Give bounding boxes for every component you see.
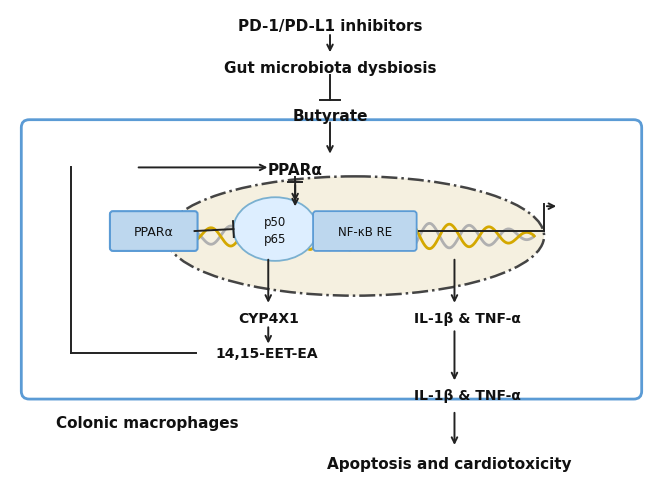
FancyBboxPatch shape <box>313 212 416 252</box>
Ellipse shape <box>166 177 544 296</box>
Text: 14,15-EET-EA: 14,15-EET-EA <box>215 347 318 360</box>
Text: Butyrate: Butyrate <box>292 108 368 123</box>
Text: PPARα: PPARα <box>268 163 323 178</box>
Text: Apoptosis and cardiotoxicity: Apoptosis and cardiotoxicity <box>327 456 572 471</box>
Text: IL-1β & TNF-α: IL-1β & TNF-α <box>414 311 521 325</box>
Text: p50: p50 <box>264 215 286 228</box>
Text: NF-κB RE: NF-κB RE <box>338 225 392 238</box>
Text: Gut microbiota dysbiosis: Gut microbiota dysbiosis <box>224 61 436 76</box>
Text: CYP4X1: CYP4X1 <box>238 311 299 325</box>
Text: IL-1β & TNF-α: IL-1β & TNF-α <box>414 388 521 402</box>
Ellipse shape <box>233 198 317 261</box>
Text: Colonic macrophages: Colonic macrophages <box>56 416 239 431</box>
Text: PPARα: PPARα <box>134 225 174 238</box>
Text: PD-1/PD-L1 inhibitors: PD-1/PD-L1 inhibitors <box>238 19 422 34</box>
FancyBboxPatch shape <box>110 212 198 252</box>
Text: p65: p65 <box>264 232 286 245</box>
